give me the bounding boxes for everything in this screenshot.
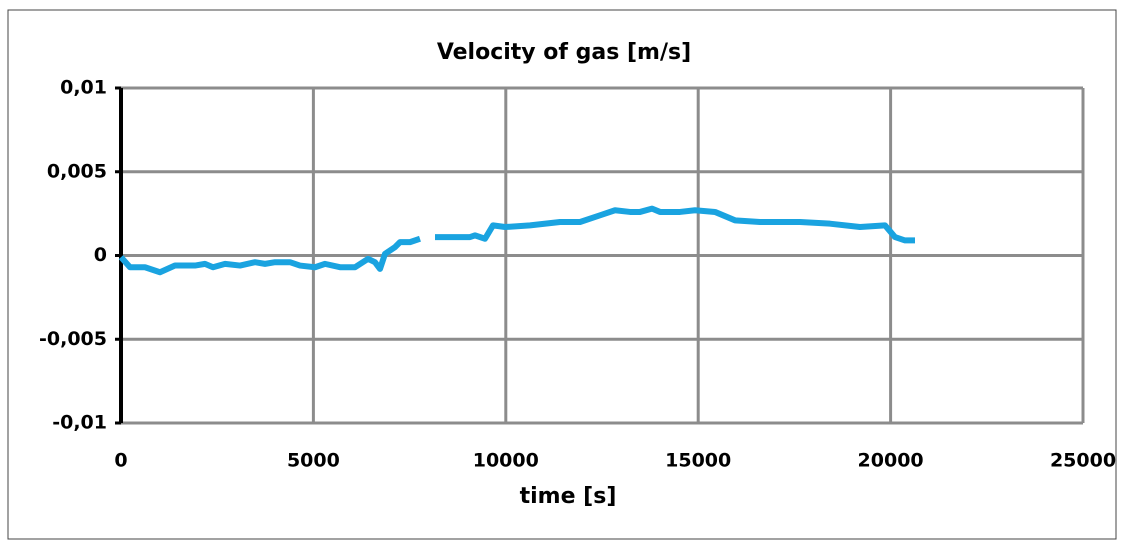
x-tick-label: 5000 (287, 450, 340, 472)
y-tick-label: 0 (94, 244, 107, 266)
x-axis-label: time [s] (520, 484, 617, 509)
data-line (118, 235, 421, 276)
y-tick-label: 0,005 (47, 160, 107, 182)
y-tick-label: -0,01 (52, 412, 107, 434)
chart-title: Velocity of gas [m/s] (437, 40, 691, 65)
x-tick-label: 15000 (665, 450, 731, 472)
y-tick-label: -0,005 (39, 328, 107, 350)
x-tick-label: 25000 (1050, 450, 1116, 472)
chart-frame (7, 9, 1117, 540)
y-tick-label: 0,01 (60, 77, 107, 99)
x-tick-label: 20000 (858, 450, 924, 472)
x-tick-label: 10000 (473, 450, 539, 472)
data-line (434, 205, 915, 244)
x-tick-label: 0 (114, 450, 127, 472)
